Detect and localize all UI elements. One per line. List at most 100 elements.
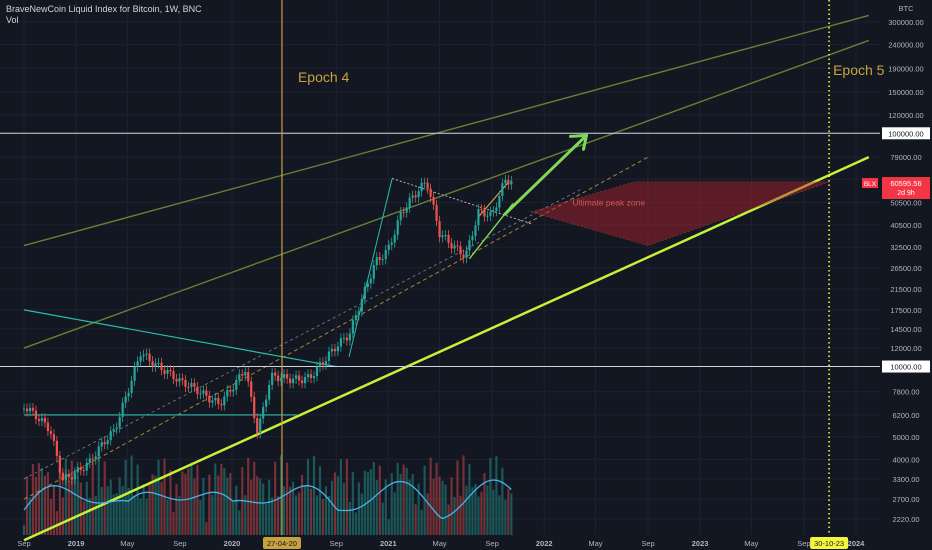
candle-body (142, 354, 145, 357)
volume-bar (127, 487, 130, 535)
candle-body (253, 396, 256, 419)
candle-body (52, 434, 55, 441)
volume-bar (324, 486, 328, 535)
volume-bar (423, 465, 426, 535)
countdown-label: 2d 9h (897, 190, 915, 197)
volume-bar (178, 496, 181, 535)
volume-bar (354, 512, 357, 535)
candle-body (61, 472, 64, 481)
candle-body (288, 378, 292, 384)
candle-body (420, 182, 423, 192)
axis-unit: BTC (899, 4, 915, 13)
x-tick-label: 2020 (224, 539, 241, 548)
x-tick-label: Sep (485, 539, 498, 548)
candle-body (175, 378, 178, 382)
candle-body (477, 209, 480, 226)
volume-bar (235, 485, 238, 535)
candle-body (291, 378, 295, 384)
volume-bar (462, 455, 465, 535)
volume-bar (360, 493, 363, 535)
volume-bar (504, 499, 507, 535)
volume-bar (148, 481, 151, 535)
volume-bar (268, 479, 271, 535)
volume-bar (136, 464, 139, 535)
volume-bar (226, 477, 229, 535)
chart-legend: BraveNewCoin Liquid Index for Bitcoin, 1… (6, 4, 202, 26)
candle-body (106, 440, 109, 445)
candle-body (414, 195, 417, 198)
time-axis[interactable]: Sep 2019 May Sep 2020 27-04-20 Sep 2021 May Sep 20… (17, 537, 865, 549)
candle-body (277, 375, 280, 382)
candle-body (136, 361, 139, 367)
x-tick-label: 2022 (536, 539, 553, 548)
candle-body (223, 396, 226, 406)
volume-bar (202, 477, 205, 535)
volume-bar (363, 470, 366, 535)
volume-bar (22, 525, 26, 535)
candle-body (100, 442, 103, 447)
volume-bar (459, 495, 462, 535)
candle-body (312, 376, 316, 379)
volume-bar (291, 481, 295, 535)
candle-body (423, 182, 426, 184)
volume-bar (265, 504, 268, 535)
x-tick-label: Sep (173, 539, 186, 548)
volume-bar (351, 471, 354, 535)
candle-body (226, 389, 229, 397)
candle-body (474, 225, 477, 237)
y-tick-label: 6200.00 (892, 411, 919, 420)
date-tag (810, 537, 849, 549)
volume-bar (73, 476, 76, 535)
volume-bar (37, 463, 41, 535)
x-tick-label: Sep (330, 539, 343, 548)
price-axis[interactable]: BTC 300000.00 240000.00 190000.00 150000.00 1… (862, 4, 930, 524)
volume-bar (357, 482, 360, 535)
volume-bar (196, 464, 199, 535)
x-tick-label: May (588, 539, 602, 548)
candle-body (265, 399, 268, 407)
candle-body (480, 209, 483, 211)
volume-bar (438, 476, 441, 535)
candle-body (471, 236, 474, 241)
candle-body (468, 240, 471, 251)
candle-body (109, 431, 112, 441)
volume-bar (34, 476, 38, 535)
candle-body (28, 407, 32, 412)
x-tick-label: May (120, 539, 134, 548)
volume-bar (88, 497, 91, 535)
candle-body (244, 372, 247, 376)
candle-body (37, 419, 41, 421)
x-tick-label: 2023 (692, 539, 709, 548)
y-tick-label: 32500.00 (890, 243, 921, 252)
candle-body (286, 374, 289, 379)
volume-bar (414, 504, 417, 535)
candle-body (339, 338, 343, 347)
candle-body (363, 287, 366, 300)
volume-bar (91, 463, 94, 535)
candle-body (154, 363, 157, 367)
volume-bar (318, 466, 322, 535)
volume-bar (420, 509, 423, 535)
candle-body (172, 371, 175, 379)
y-tick-label: 17500.00 (890, 306, 921, 315)
dashed-channel (23, 188, 583, 480)
chart-annotations: Epoch 4 Epoch 5 Ultimate peak zone (298, 62, 885, 208)
y-tick-label: 26500.00 (890, 264, 921, 273)
candles (22, 174, 513, 486)
volume-bar (333, 472, 337, 535)
candle-body (217, 397, 220, 404)
candle-body (118, 416, 121, 428)
volume-bar (247, 457, 250, 535)
candle-body (193, 383, 196, 387)
volume-bar (175, 483, 178, 535)
candle-body (133, 366, 136, 381)
volume-bar (52, 485, 55, 535)
volume-bar (130, 455, 133, 535)
candle-body (375, 257, 378, 266)
y-tick-label: 40500.00 (890, 221, 921, 230)
target-arrow (503, 133, 588, 216)
candle-body (235, 379, 238, 390)
volume-bar (306, 459, 310, 535)
x-tick-label: 2019 (68, 539, 85, 548)
